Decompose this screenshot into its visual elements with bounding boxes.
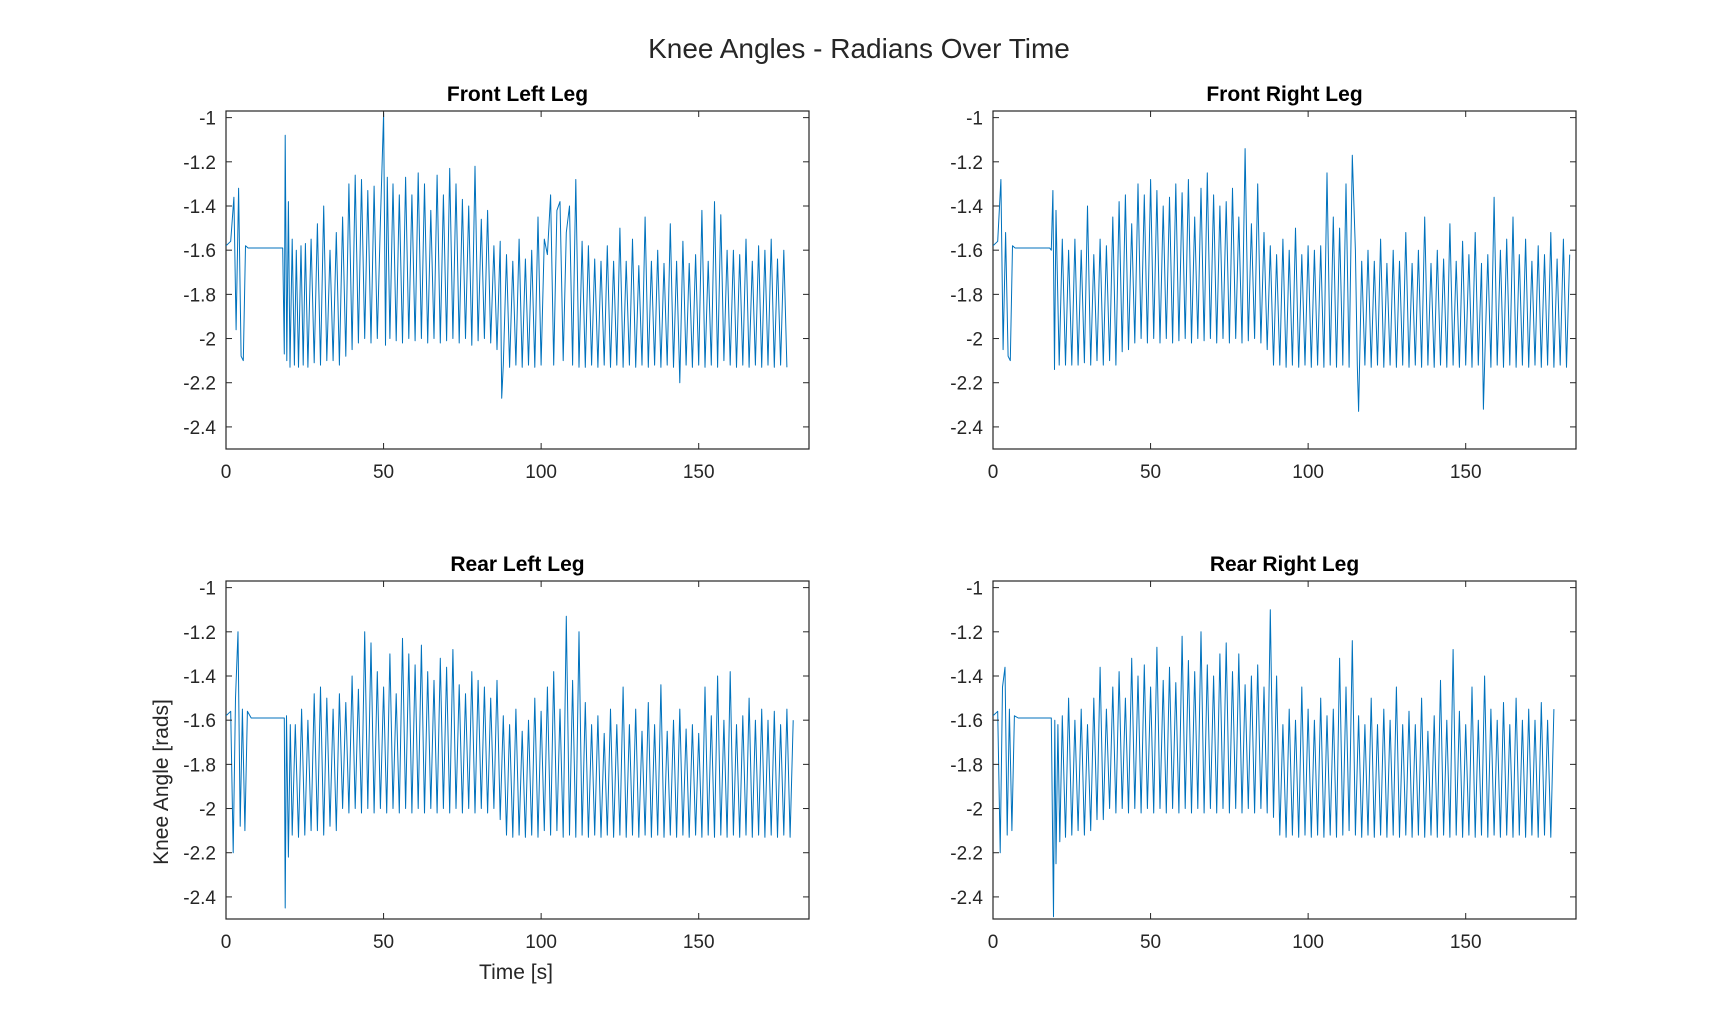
y-tick-label: -1.4 bbox=[183, 197, 216, 218]
plot-area bbox=[225, 110, 810, 450]
y-tick-label: -1.8 bbox=[183, 755, 216, 776]
y-tick-label: -1.6 bbox=[183, 241, 216, 262]
x-tick-label: 150 bbox=[683, 462, 715, 483]
y-tick-label: -2.4 bbox=[183, 418, 216, 439]
x-tick-label: 0 bbox=[988, 932, 999, 953]
y-tick-label: -1.2 bbox=[950, 623, 983, 644]
x-tick-label: 0 bbox=[221, 932, 232, 953]
x-tick-label: 150 bbox=[683, 932, 715, 953]
y-tick-label: -1.8 bbox=[950, 285, 983, 306]
y-tick-label: -2.4 bbox=[950, 888, 983, 909]
y-tick-label: -1.4 bbox=[950, 667, 983, 688]
y-tick-label: -2 bbox=[199, 800, 216, 821]
y-tick-label: -2.4 bbox=[183, 888, 216, 909]
x-tick-label: 50 bbox=[1140, 932, 1161, 953]
subplot-0: Front Left Leg 0 50 100 150 -1 -1.2 -1.4 -1.6 -1.… bbox=[183, 83, 810, 483]
subplot-title: Rear Left Leg bbox=[450, 553, 584, 576]
y-tick-label: -1.8 bbox=[950, 755, 983, 776]
subplot-title: Rear Right Leg bbox=[1210, 553, 1359, 576]
y-tick-label: -1.6 bbox=[183, 711, 216, 732]
y-tick-label: -2 bbox=[199, 330, 216, 351]
x-tick-label: 100 bbox=[1292, 932, 1324, 953]
plot-area bbox=[992, 110, 1577, 450]
plot-area bbox=[225, 580, 810, 920]
subplot-2: Rear Left Leg 0 50 100 150 -1 -1.2 -1.4 -1.6 -1.8… bbox=[183, 553, 810, 953]
y-tick-label: -1 bbox=[199, 579, 216, 600]
x-tick-label: 0 bbox=[988, 462, 999, 483]
subplot-title: Front Right Leg bbox=[1206, 83, 1362, 106]
x-tick-label: 150 bbox=[1450, 932, 1482, 953]
y-tick-label: -2.4 bbox=[950, 418, 983, 439]
series-line bbox=[226, 112, 788, 399]
x-tick-label: 50 bbox=[373, 932, 394, 953]
series-line bbox=[993, 148, 1571, 412]
y-tick-label: -2.2 bbox=[950, 374, 983, 395]
y-tick-label: -2.2 bbox=[950, 844, 983, 865]
y-tick-label: -2.2 bbox=[183, 844, 216, 865]
figure-title: Knee Angles - Radians Over Time bbox=[648, 33, 1070, 64]
y-tick-label: -1 bbox=[199, 109, 216, 130]
y-tick-label: -1 bbox=[966, 579, 983, 600]
x-tick-label: 0 bbox=[221, 462, 232, 483]
y-tick-label: -2 bbox=[966, 800, 983, 821]
y-tick-label: -1.2 bbox=[183, 153, 216, 174]
y-tick-label: -1.6 bbox=[950, 241, 983, 262]
y-tick-label: -2.2 bbox=[183, 374, 216, 395]
subplot-title: Front Left Leg bbox=[447, 83, 588, 106]
y-tick-label: -1.4 bbox=[183, 667, 216, 688]
x-tick-label: 50 bbox=[1140, 462, 1161, 483]
series-line bbox=[993, 609, 1555, 918]
x-axis-label: Time [s] bbox=[479, 961, 553, 984]
y-axis-label: Knee Angle [rads] bbox=[150, 699, 173, 865]
y-tick-label: -1.8 bbox=[183, 285, 216, 306]
subplot-3: Rear Right Leg 0 50 100 150 -1 -1.2 -1.4 -1.6 -1.… bbox=[950, 553, 1577, 953]
y-tick-label: -1.6 bbox=[950, 711, 983, 732]
x-tick-label: 50 bbox=[373, 462, 394, 483]
x-tick-label: 100 bbox=[525, 932, 557, 953]
y-tick-label: -2 bbox=[966, 330, 983, 351]
y-tick-label: -1.2 bbox=[183, 623, 216, 644]
series-line bbox=[226, 615, 794, 909]
y-tick-label: -1.4 bbox=[950, 197, 983, 218]
y-tick-label: -1.2 bbox=[950, 153, 983, 174]
x-tick-label: 100 bbox=[1292, 462, 1324, 483]
x-tick-label: 100 bbox=[525, 462, 557, 483]
subplot-1: Front Right Leg 0 50 100 150 -1 -1.2 -1.4 -1.6 -1… bbox=[950, 83, 1577, 483]
x-tick-label: 150 bbox=[1450, 462, 1482, 483]
y-tick-label: -1 bbox=[966, 109, 983, 130]
axes-layer: Front Left Leg 0 50 100 150 -1 -1.2 -1.4 -1.6 -1.… bbox=[183, 83, 1577, 953]
